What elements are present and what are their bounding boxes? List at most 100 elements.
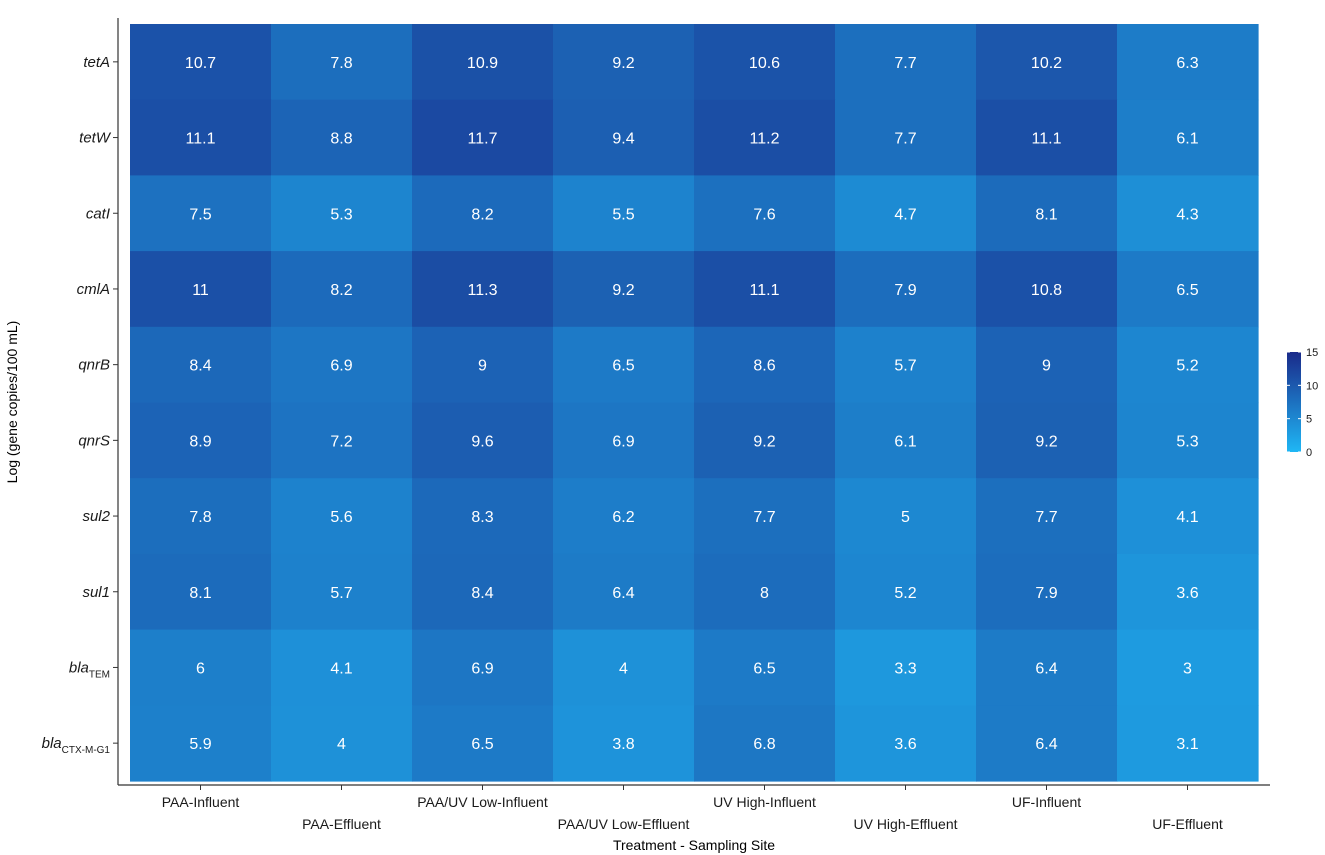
heatmap-cell [1117, 99, 1259, 176]
cell-value-label: 5.2 [1176, 358, 1198, 375]
row-label: tetW [79, 130, 112, 147]
cell-value-label: 5.9 [189, 736, 211, 753]
cell-value-label: 6.8 [753, 736, 775, 753]
heatmap-cell [694, 629, 836, 706]
cell-value-label: 6.1 [894, 433, 916, 450]
heatmap-cell [130, 99, 272, 176]
cell-value-label: 9 [478, 358, 487, 375]
heatmap-cell [835, 629, 977, 706]
legend-ticks: 0 5 10 15 [1287, 347, 1318, 459]
heatmap-cell [835, 24, 977, 101]
cell-value-label: 3.1 [1176, 736, 1198, 753]
cell-value-label: 3.8 [612, 736, 634, 753]
heatmap-cell [412, 629, 554, 706]
heatmap-cell [553, 553, 695, 631]
x-axis-title: Treatment - Sampling Site [613, 837, 775, 853]
cell-value-label: 9.2 [1035, 433, 1057, 450]
column-label: PAA-Influent [162, 794, 240, 810]
heatmap-cell [553, 705, 695, 782]
cell-value-label: 6.5 [612, 358, 634, 375]
row-label: catI [86, 205, 110, 222]
heatmap-cell [271, 553, 413, 631]
cell-value-label: 3.3 [894, 660, 916, 677]
cell-value-label: 7.6 [753, 206, 775, 223]
cell-value-label: 8.8 [330, 131, 352, 148]
cell-value-label: 11.1 [1032, 131, 1062, 148]
cell-value-label: 9 [1042, 358, 1051, 375]
heatmap-cell [553, 326, 695, 404]
cell-value-label: 9.2 [612, 55, 634, 72]
cell-value-label: 10.6 [749, 55, 780, 72]
y-axis-ticks [113, 61, 118, 744]
cell-value-label: 6.5 [1176, 282, 1198, 299]
cell-value-label: 6.5 [753, 660, 775, 677]
heatmap-cell [271, 705, 413, 782]
heatmap-cell [553, 629, 695, 706]
heatmap-cell [412, 326, 554, 404]
cell-value-label: 7.7 [894, 131, 916, 148]
heatmap-cell [130, 629, 272, 706]
heatmap-cell [130, 175, 272, 252]
cell-value-label: 3.6 [894, 736, 916, 753]
cell-value-label: 9.6 [471, 433, 493, 450]
heatmap-cell [412, 478, 554, 555]
cell-value-label: 9.4 [612, 131, 634, 148]
legend-colorbar [1287, 352, 1301, 452]
heatmap-cell [412, 553, 554, 631]
column-label: UV High-Influent [713, 794, 816, 810]
heatmap-cell [271, 251, 413, 328]
column-label: UF-Influent [1012, 794, 1081, 810]
column-label: UV High-Effluent [853, 816, 957, 832]
y-axis-title: Log (gene copies/100 mL) [4, 321, 20, 484]
heatmap-cell [976, 629, 1118, 706]
cell-value-label: 4 [337, 736, 346, 753]
heatmap-cell [1117, 478, 1259, 555]
cell-value-label: 8.1 [1035, 206, 1057, 223]
cell-value-label: 9.2 [612, 282, 634, 299]
heatmap-cells: 10.7 7.8 10.9 9.2 10.6 7.7 10.2 6.3 11.1 8.8 11.7 9… [130, 24, 1259, 782]
heatmap-cell [835, 705, 977, 782]
heatmap-cell [271, 175, 413, 252]
heatmap-cell [835, 326, 977, 404]
cell-value-label: 7.7 [1035, 509, 1057, 526]
heatmap-cell [553, 251, 695, 328]
heatmap-cell [976, 251, 1118, 328]
cell-value-label: 8.2 [471, 206, 493, 223]
heatmap-cell [553, 478, 695, 555]
heatmap-cell [1117, 326, 1259, 404]
cell-value-label: 7.9 [1035, 585, 1057, 602]
cell-value-label: 10.7 [185, 55, 216, 72]
heatmap-cell [130, 402, 272, 479]
heatmap-cell [271, 99, 413, 176]
heatmap-cell [271, 326, 413, 404]
legend-tick-label: 5 [1306, 414, 1312, 426]
cell-value-label: 8.9 [189, 433, 211, 450]
cell-value-label: 11.7 [468, 131, 498, 148]
heatmap-cell [1117, 553, 1259, 631]
row-label: tetA [83, 54, 110, 71]
cell-value-label: 8.2 [330, 282, 352, 299]
heatmap-cell [271, 478, 413, 555]
heatmap-cell [553, 402, 695, 479]
heatmap-cell [976, 175, 1118, 252]
heatmap-cell [271, 629, 413, 706]
cell-value-label: 5.7 [330, 585, 352, 602]
cell-value-label: 5.2 [894, 585, 916, 602]
heatmap-cell [835, 175, 977, 252]
heatmap-cell [130, 553, 272, 631]
cell-value-label: 7.8 [189, 509, 211, 526]
column-label: PAA/UV Low-Influent [417, 794, 548, 810]
cell-value-label: 10.9 [467, 55, 498, 72]
heatmap-cell [130, 251, 272, 328]
heatmap-cell [694, 24, 836, 101]
heatmap-cell [271, 24, 413, 101]
cell-value-label: 6.5 [471, 736, 493, 753]
row-label: blaCTX-M-G1 [42, 735, 111, 756]
cell-value-label: 4.3 [1176, 206, 1198, 223]
cell-value-label: 5 [901, 509, 910, 526]
legend-tick-label: 10 [1306, 380, 1318, 392]
heatmap-cell [1117, 402, 1259, 479]
cell-value-label: 5.3 [330, 206, 352, 223]
color-legend: 0 5 10 15 [1287, 347, 1318, 459]
heatmap-cell [412, 402, 554, 479]
